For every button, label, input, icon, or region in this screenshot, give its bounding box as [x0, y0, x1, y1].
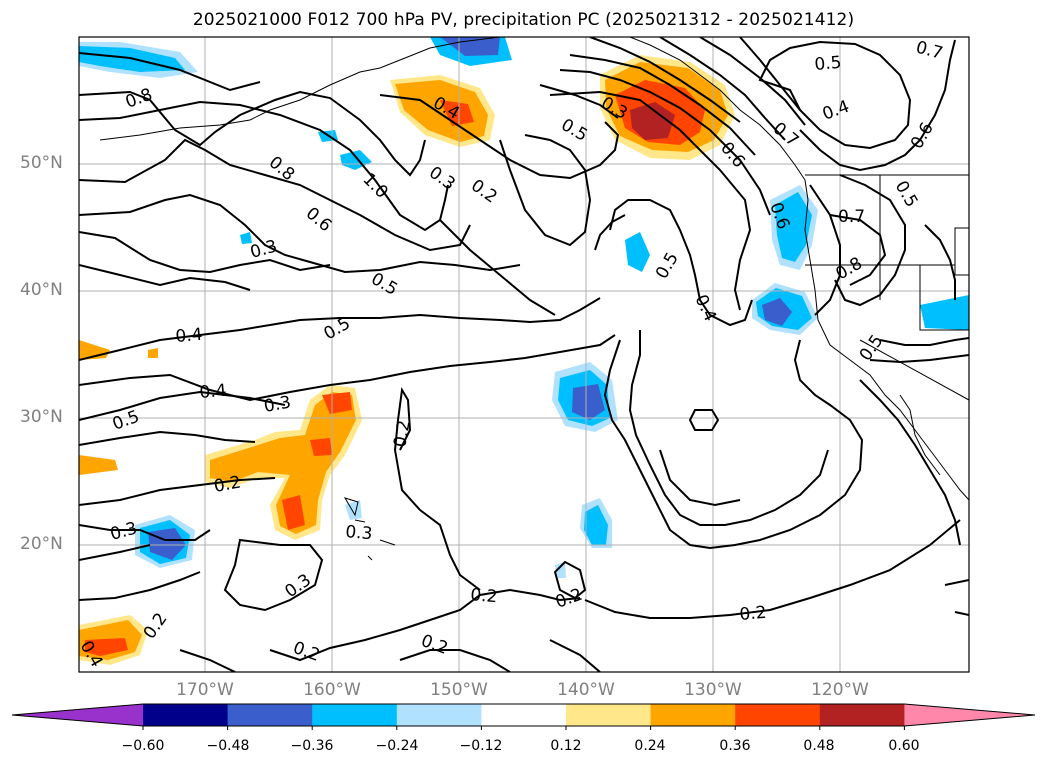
- contour-label: 0.7: [838, 207, 865, 227]
- colorbar-tick-label: −0.48: [206, 738, 250, 754]
- colorbar-tick-label: −0.60: [121, 738, 165, 754]
- colorbar: [11, 703, 1036, 730]
- contour-label: 0.2: [739, 603, 768, 625]
- colorbar-segment: [396, 704, 482, 726]
- contour-label: 0.3: [262, 393, 292, 417]
- colorbar-segment: [819, 704, 905, 726]
- colorbar-tick-label: −0.12: [459, 738, 503, 754]
- colorbar-tick-label: 0.60: [888, 738, 920, 754]
- lon-label-140w: 140°W: [557, 680, 615, 700]
- contour-label: 0.4: [175, 325, 204, 347]
- colorbar-segment: [735, 704, 821, 726]
- map-area: [79, 37, 969, 672]
- lon-label-170w: 170°W: [176, 680, 234, 700]
- colorbar-segment: [566, 704, 652, 726]
- map-title: 2025021000 F012 700 hPa PV, precipitatio…: [192, 10, 855, 30]
- contour-label: 0.4: [199, 381, 228, 403]
- precip-positive-shading: [79, 55, 735, 665]
- colorbar-tick-label: 0.36: [719, 738, 751, 754]
- pv-contours: [79, 37, 969, 672]
- map-border: [78, 36, 970, 673]
- lat-label-30n: 30°N: [20, 407, 63, 427]
- contour-label: 0.2: [470, 585, 499, 607]
- lon-label-160w: 160°W: [303, 680, 361, 700]
- lat-label-50n: 50°N: [20, 153, 63, 173]
- colorbar-segment: [650, 704, 736, 726]
- colorbar-tick-label: 0.12: [550, 738, 582, 754]
- lon-label-130w: 130°W: [684, 680, 742, 700]
- contour-label: 0.3: [345, 522, 374, 544]
- lat-label-40n: 40°N: [20, 280, 63, 300]
- colorbar-tick-label: −0.36: [290, 738, 334, 754]
- colorbar-tick-label: 0.24: [634, 738, 666, 754]
- colorbar-segment: [481, 704, 567, 726]
- contour-label: 0.2: [390, 419, 414, 449]
- contour-label: 0.2: [212, 473, 242, 497]
- lon-label-120w: 120°W: [811, 680, 869, 700]
- colorbar-extend-min: [12, 704, 143, 726]
- colorbar-tick-label: 0.48: [803, 738, 835, 754]
- colorbar-segment: [227, 704, 313, 726]
- lon-label-150w: 150°W: [430, 680, 488, 700]
- coastlines: [99, 37, 969, 561]
- colorbar-segment: [143, 704, 229, 726]
- lat-label-20n: 20°N: [20, 534, 63, 554]
- colorbar-segment: [312, 704, 398, 726]
- contour-label: 0.5: [814, 53, 843, 75]
- colorbar-tick-label: −0.24: [375, 738, 419, 754]
- colorbar-extend-max: [904, 704, 1035, 726]
